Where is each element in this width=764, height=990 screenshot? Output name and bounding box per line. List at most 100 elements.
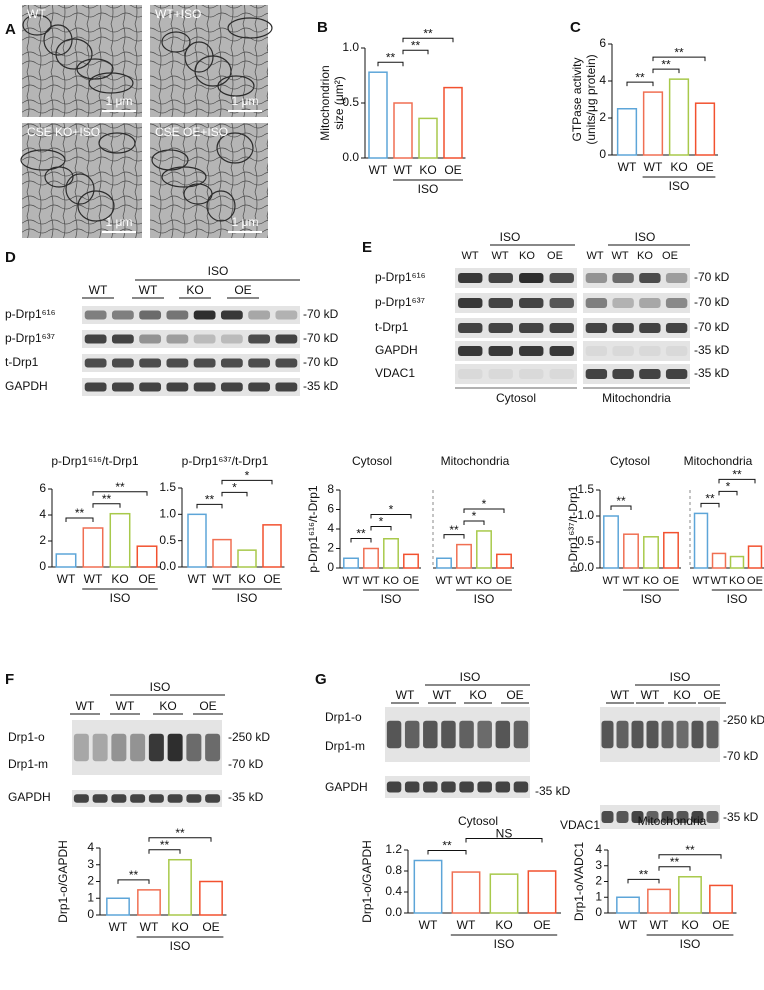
band [519,369,544,379]
lane-label: KO [637,250,653,262]
y-axis-label: Mitochondrion [318,65,332,140]
band [220,334,243,344]
significance-bracket [148,837,212,842]
marker-label: -35 kD [228,790,264,804]
mitochondrion [22,14,52,36]
bar [136,545,158,568]
significance-label: * [726,480,731,494]
band [646,811,659,823]
lane-label: WT [139,283,158,297]
bar [168,858,192,916]
chart-title: p-Drp1⁶¹⁶/t-Drp1 [51,454,139,468]
band [665,273,688,283]
bar [199,880,223,916]
band [616,811,629,823]
x-tick-label: WT [435,575,452,587]
band [458,298,483,308]
y-tick-label: 8 [327,482,334,496]
significance-label: ** [205,493,215,507]
lane-label: WT [76,699,95,713]
bar [413,859,443,914]
y-tick-label: 0 [39,559,46,573]
band [549,369,574,379]
chart-title: Mitochondria [638,814,707,828]
band [275,382,298,392]
band [665,323,688,333]
marker-label: -70 kD [694,295,730,309]
y-axis-label: p-Drp1⁶³⁷/t-Drp1 [566,485,580,572]
row-label: p-Drp1⁶³⁷ [5,331,55,345]
band [488,369,513,379]
group-label: ISO [494,937,515,951]
band [111,358,134,368]
band [549,346,574,356]
significance-label: ** [411,38,421,52]
band [186,733,202,762]
band [549,298,574,308]
section-label: Cytosol [496,391,536,405]
significance-label: ** [616,494,626,508]
group-label: ISO [208,264,229,278]
mitochondrion [43,24,73,56]
band [639,346,661,356]
scale-label: 1 μm [106,94,133,108]
significance-label: ** [160,838,170,852]
band [612,273,634,283]
blot-strip [455,318,577,338]
significance-label: ** [386,50,396,64]
x-tick-label: KO [238,572,255,586]
micrograph [150,5,268,117]
bar [436,557,452,569]
bar [82,527,104,568]
band [404,720,420,749]
band [220,358,243,368]
band [549,323,574,333]
significance-bracket [718,478,756,484]
band [166,382,189,392]
significance-bracket [350,538,372,543]
y-tick-label: 2 [599,110,606,124]
y-tick-label: 6 [39,481,46,495]
band [519,323,544,333]
bar [616,896,640,914]
x-tick-label: OE [444,163,461,177]
mitochondrion [55,38,93,70]
band [73,794,89,803]
bar [693,512,709,569]
x-tick-label: WT [188,572,207,586]
group-label: ISO [500,230,521,244]
band [84,358,107,368]
band [130,794,146,803]
row-label: Drp1-m [8,757,48,771]
micrograph [22,5,142,117]
blot-strip [583,268,690,288]
band [639,273,661,283]
scale-label: 1 μm [232,94,259,108]
group-label: ISO [381,592,402,606]
blot-strip [583,364,690,384]
lane-label: WT [491,250,508,262]
mitochondrion [98,132,136,154]
x-tick-label: WT [692,575,709,587]
significance-bracket [658,854,722,859]
band [661,811,674,823]
y-tick-label: 4 [595,842,602,856]
bar [496,553,512,569]
x-tick-label: OE [533,918,550,932]
mitochondrion [151,149,189,171]
marker-label: -250 kD [228,730,270,744]
band [691,720,704,749]
band [612,346,634,356]
x-tick-label: WT [710,575,727,587]
significance-bracket [92,491,148,496]
mitochondrion [161,31,191,53]
y-tick-label: 0.4 [385,884,402,898]
mitochondrion [184,41,214,73]
significance-bracket [117,879,150,884]
x-tick-label: WT [84,572,103,586]
lane-label: WT [396,688,415,702]
y-axis-label: GTPase activity [570,57,584,141]
lane-label: OE [234,283,251,297]
blot-strip [583,293,690,313]
significance-label: * [245,469,250,483]
